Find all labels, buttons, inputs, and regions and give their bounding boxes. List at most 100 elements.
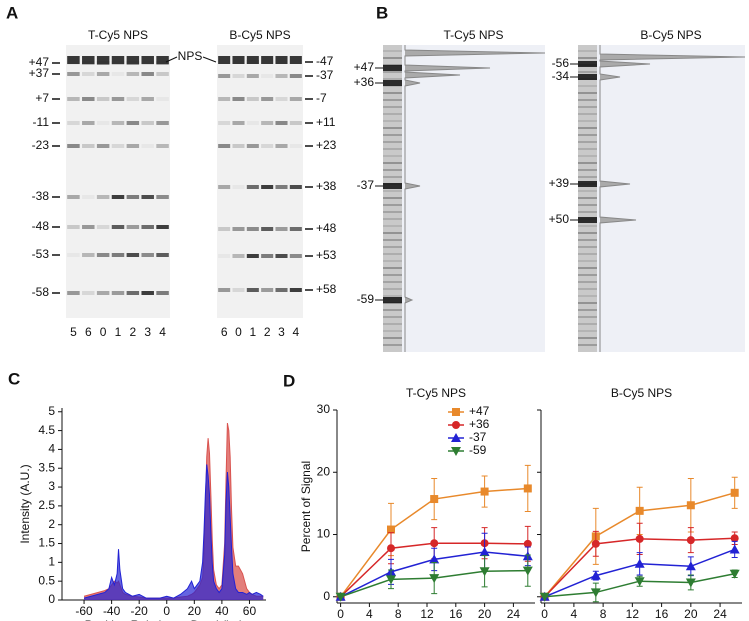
peak-label: +36 <box>354 75 375 89</box>
x-tick-label: 8 <box>600 607 607 621</box>
marker <box>590 588 601 598</box>
gel-band <box>578 169 597 171</box>
x-tick-label: 0 <box>163 604 170 618</box>
gel-band <box>111 225 125 229</box>
y-axis-label: Percent of Signal <box>299 461 313 552</box>
gel-band <box>126 61 140 65</box>
gel-band <box>578 337 597 339</box>
gel-band <box>578 246 597 248</box>
marker <box>685 561 696 571</box>
gel-band <box>578 61 597 67</box>
band-label: -38 <box>32 189 50 203</box>
lane-label: 4 <box>159 325 166 339</box>
gel-band <box>126 56 140 64</box>
gel-band <box>156 61 169 65</box>
gel-band <box>96 56 110 64</box>
gel-band <box>141 97 154 101</box>
marker <box>480 487 489 496</box>
gel-band <box>383 337 402 339</box>
y-tick-label: 5 <box>48 404 55 418</box>
gel-band <box>578 197 597 199</box>
y-tick-label: 20 <box>317 464 331 478</box>
gel <box>66 45 170 318</box>
gel-band <box>67 253 80 257</box>
gel-band <box>578 295 597 297</box>
gel-band <box>289 60 302 64</box>
gel-band <box>111 195 125 199</box>
y-axis-label: Intensity (A.U.) <box>18 464 32 543</box>
marker <box>729 569 740 579</box>
marker <box>635 534 644 543</box>
lane-label: 1 <box>249 325 256 339</box>
trace-box <box>597 45 745 352</box>
x-tick-label: 12 <box>420 607 434 621</box>
marker <box>523 484 532 493</box>
gel-band <box>383 162 402 164</box>
marker <box>590 570 601 580</box>
lane-label: 1 <box>115 325 122 339</box>
gel-band <box>383 260 402 262</box>
gel-band <box>578 50 597 52</box>
lane-label: 6 <box>85 325 92 339</box>
gel-band <box>156 97 169 101</box>
gel-band <box>383 71 402 73</box>
gel-band <box>578 239 597 241</box>
gel-band <box>126 291 140 295</box>
gel-band <box>96 72 110 76</box>
band-label: -47 <box>316 54 334 68</box>
gel-band <box>383 190 402 192</box>
gel-band <box>383 297 402 303</box>
x-tick-label: 20 <box>478 607 492 621</box>
gel-band <box>82 144 95 148</box>
marker <box>729 544 740 554</box>
gel-band <box>82 61 95 65</box>
lane-label: 0 <box>100 325 107 339</box>
gel-band <box>383 50 402 52</box>
gel-band <box>275 56 288 64</box>
gel-title: T-Cy5 NPS <box>88 28 148 42</box>
marker <box>451 433 461 442</box>
gel-band <box>96 195 110 199</box>
lane-label: 6 <box>221 325 228 339</box>
y-tick-label: 0 <box>323 589 330 603</box>
gel-band <box>111 72 125 76</box>
gel-band <box>578 267 597 269</box>
y-tick-label: 0.5 <box>38 573 55 587</box>
gel-band <box>246 227 259 231</box>
gel-band <box>261 74 274 78</box>
gel-band <box>232 56 245 64</box>
band-label: -11 <box>33 115 50 129</box>
gel-band <box>126 72 140 76</box>
gel-band <box>289 97 302 101</box>
gel-band <box>156 72 169 76</box>
gel-band <box>218 254 231 258</box>
gel-band <box>578 99 597 101</box>
gel-band <box>383 176 402 178</box>
band-label: +47 <box>29 55 50 69</box>
gel-band <box>578 260 597 262</box>
gel-band <box>383 169 402 171</box>
x-tick-label: -20 <box>131 604 149 618</box>
x-tick-label: 16 <box>449 607 463 621</box>
legend-label: +47 <box>469 404 490 418</box>
gel-band <box>383 99 402 101</box>
gel-band <box>383 197 402 199</box>
gel-band <box>383 316 402 318</box>
y-tick-label: 3.5 <box>38 460 55 474</box>
lane-label: 3 <box>144 325 151 339</box>
marker <box>635 506 644 515</box>
gel-band <box>96 291 110 295</box>
x-tick-label: 12 <box>626 607 640 621</box>
gel-band <box>141 121 154 125</box>
gel-band <box>218 227 231 231</box>
gel-band <box>578 181 597 187</box>
trace-box <box>402 45 545 352</box>
gel-band <box>126 97 140 101</box>
marker <box>386 575 396 585</box>
gel-band <box>578 141 597 143</box>
lane-label: 5 <box>70 325 77 339</box>
gel-band <box>67 225 80 229</box>
gel-band <box>383 330 402 332</box>
area-outline <box>83 464 264 599</box>
